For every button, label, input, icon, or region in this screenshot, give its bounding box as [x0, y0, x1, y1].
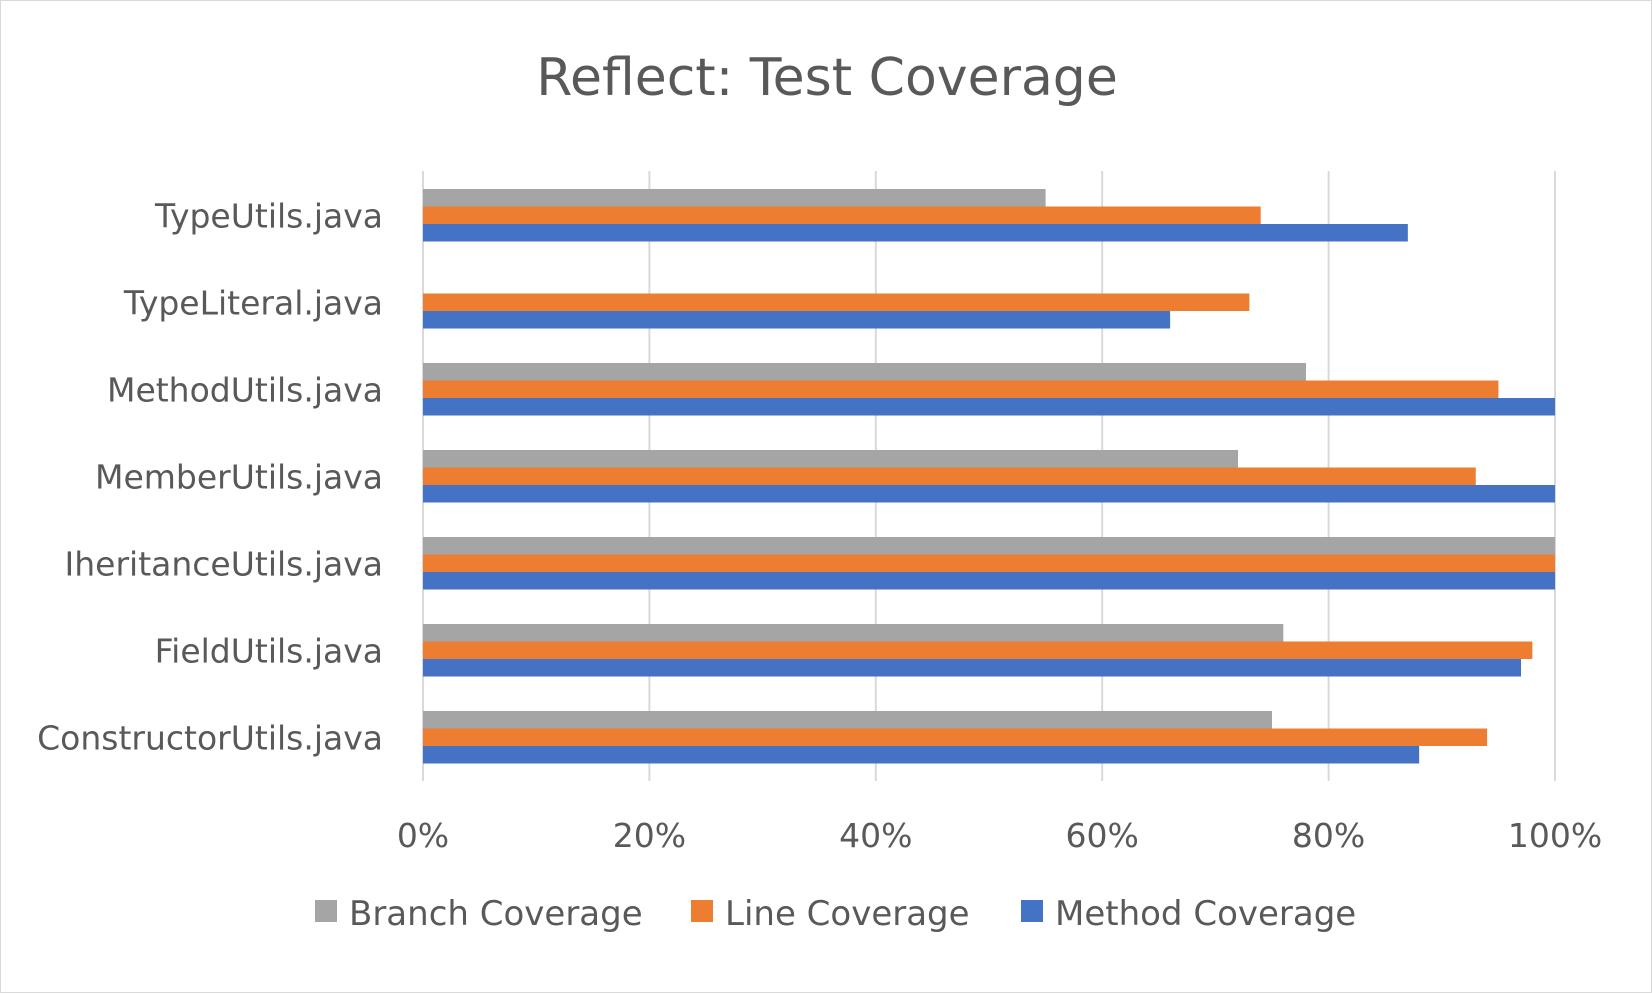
legend-swatch [691, 900, 713, 922]
bar-method-coverage [423, 398, 1555, 416]
x-tick-label: 100% [1508, 816, 1602, 855]
x-axis-tick-labels: 0% 20% 40% 60% 80% 100% [397, 816, 1602, 855]
category-label: TypeLiteral.java [123, 283, 383, 322]
x-tick-label: 60% [1066, 816, 1139, 855]
bar-line-coverage [423, 380, 1499, 398]
category-label: MethodUtils.java [107, 370, 383, 409]
bar-line-coverage [423, 206, 1261, 224]
bar-method-coverage [423, 311, 1171, 329]
category-label: MemberUtils.java [95, 457, 383, 496]
legend-swatch [315, 900, 337, 922]
chart-title: Reflect: Test Coverage [536, 48, 1118, 108]
legend: Branch Coverage Line Coverage Method Cover… [315, 894, 1356, 934]
bar-branch-coverage [423, 450, 1239, 468]
bar-line-coverage [423, 293, 1250, 311]
bar-line-coverage [423, 728, 1488, 746]
bars [423, 189, 1555, 764]
bar-line-coverage [423, 554, 1555, 572]
bar-branch-coverage [423, 711, 1272, 729]
bar-branch-coverage [423, 363, 1306, 381]
bar-method-coverage [423, 659, 1522, 677]
legend-label: Branch Coverage [349, 894, 643, 934]
legend-label: Method Coverage [1055, 894, 1356, 934]
bar-branch-coverage [423, 537, 1555, 555]
bar-line-coverage [423, 641, 1533, 659]
x-tick-label: 40% [839, 816, 912, 855]
bar-method-coverage [423, 746, 1420, 764]
category-label: ConstructorUtils.java [37, 718, 383, 757]
bar-method-coverage [423, 485, 1555, 503]
bar-branch-coverage [423, 624, 1284, 642]
x-tick-label: 20% [613, 816, 686, 855]
category-labels: TypeUtils.java TypeLiteral.java MethodUtil… [37, 196, 383, 757]
legend-swatch [1021, 900, 1043, 922]
x-tick-label: 0% [397, 816, 449, 855]
bar-line-coverage [423, 467, 1476, 485]
bar-method-coverage [423, 224, 1408, 242]
category-label: FieldUtils.java [155, 631, 383, 670]
legend-label: Line Coverage [725, 894, 970, 934]
bar-branch-coverage [423, 189, 1046, 207]
x-tick-label: 80% [1292, 816, 1365, 855]
category-label: IheritanceUtils.java [65, 544, 383, 583]
category-label: TypeUtils.java [154, 196, 383, 235]
bar-method-coverage [423, 572, 1555, 590]
